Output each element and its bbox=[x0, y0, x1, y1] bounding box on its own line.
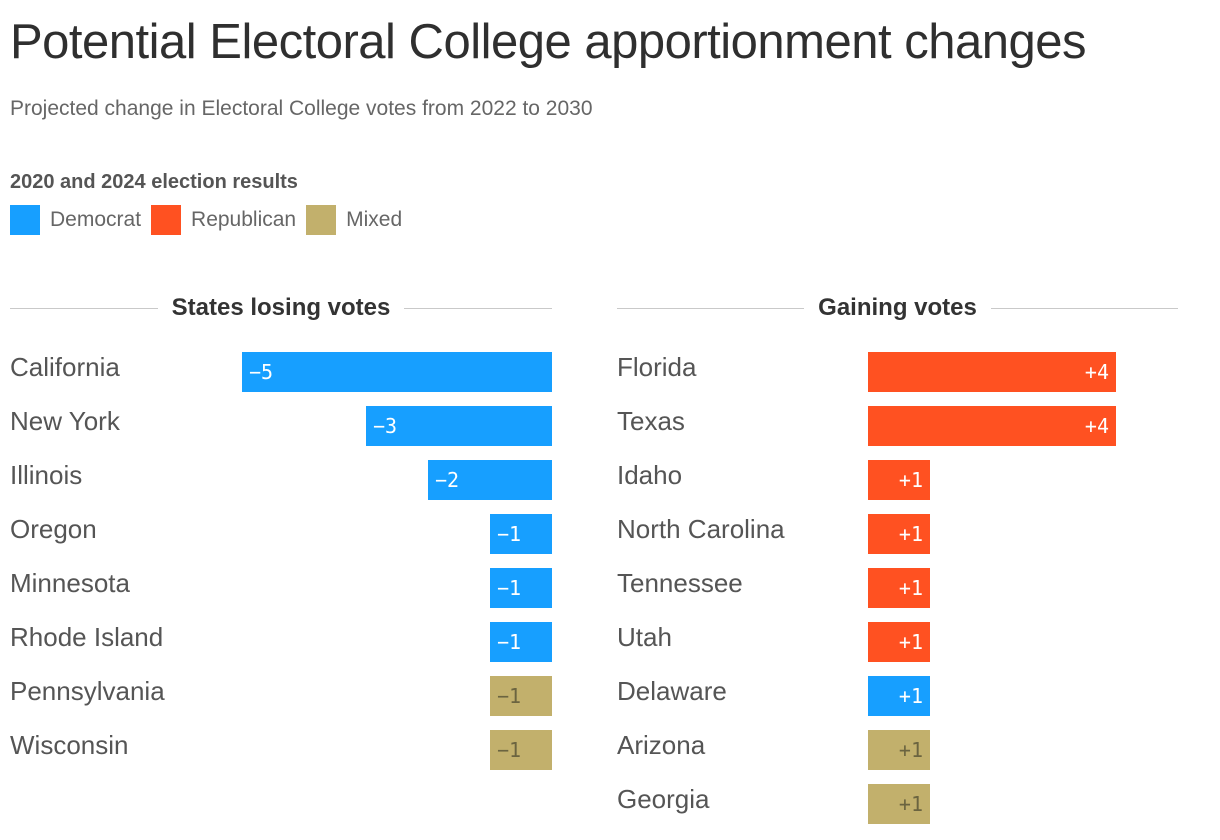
bar-row: Oregon −1 bbox=[10, 504, 552, 558]
bar-row: Florida +4 bbox=[617, 342, 1178, 396]
bar: −1 bbox=[490, 622, 552, 662]
bar: +1 bbox=[868, 676, 930, 716]
legend-swatch-republican bbox=[151, 205, 182, 235]
legend-item-republican: Republican bbox=[151, 205, 296, 235]
bar: +1 bbox=[868, 784, 930, 824]
bar-value-label: +1 bbox=[898, 468, 923, 492]
bar: +1 bbox=[868, 514, 930, 554]
state-label: California bbox=[10, 352, 120, 382]
legend-swatch-democrat bbox=[10, 205, 40, 235]
bar-value-label: +1 bbox=[898, 576, 923, 600]
bar-row: Rhode Island −1 bbox=[10, 612, 552, 666]
bar-value-label: −1 bbox=[497, 684, 522, 708]
chart-subtitle: Projected change in Electoral College vo… bbox=[10, 97, 593, 120]
state-label: Minnesota bbox=[10, 568, 130, 598]
state-label: Oregon bbox=[10, 514, 97, 544]
bar-row: California −5 bbox=[10, 342, 552, 396]
bar-row: Arizona +1 bbox=[617, 720, 1178, 774]
bar: −1 bbox=[490, 676, 552, 716]
bar: +4 bbox=[868, 352, 1116, 392]
bar-value-label: −1 bbox=[497, 738, 522, 762]
bar-value-label: −1 bbox=[497, 576, 522, 600]
bar-value-label: +1 bbox=[898, 684, 923, 708]
legend-swatch-mixed bbox=[306, 205, 337, 235]
state-label: Delaware bbox=[617, 676, 727, 706]
bar: +1 bbox=[868, 730, 930, 770]
bar-value-label: −3 bbox=[373, 414, 398, 438]
bar-row: Pennsylvania −1 bbox=[10, 666, 552, 720]
bar-row: New York −3 bbox=[10, 396, 552, 450]
bar-row: Illinois −2 bbox=[10, 450, 552, 504]
gaining-panel-title: Gaining votes bbox=[818, 294, 977, 321]
bar-value-label: −1 bbox=[497, 630, 522, 654]
bar: +1 bbox=[868, 622, 930, 662]
bar-row: Wisconsin −1 bbox=[10, 720, 552, 774]
legend-label-mixed: Mixed bbox=[346, 208, 403, 231]
legend: Democrat Republican Mixed bbox=[10, 205, 412, 235]
state-label: Illinois bbox=[10, 460, 83, 490]
bar-row: Delaware +1 bbox=[617, 666, 1178, 720]
bar: +4 bbox=[868, 406, 1116, 446]
legend-item-mixed: Mixed bbox=[306, 205, 402, 235]
bar-row: Georgia +1 bbox=[617, 774, 1178, 828]
state-label: North Carolina bbox=[617, 514, 785, 544]
bar: −1 bbox=[490, 730, 552, 770]
state-label: Florida bbox=[617, 352, 697, 382]
bar-row: Utah +1 bbox=[617, 612, 1178, 666]
chart-title: Potential Electoral College apportionmen… bbox=[10, 15, 1086, 69]
state-label: Arizona bbox=[617, 730, 706, 760]
bar-value-label: +1 bbox=[898, 630, 923, 654]
heading-rule-right bbox=[404, 307, 553, 309]
bar: −1 bbox=[490, 568, 552, 608]
state-label: Texas bbox=[617, 406, 685, 436]
legend-item-democrat: Democrat bbox=[10, 205, 141, 235]
gaining-panel-heading: Gaining votes bbox=[617, 290, 1179, 326]
bar-value-label: +1 bbox=[898, 792, 923, 816]
bar-value-label: +4 bbox=[1084, 360, 1109, 384]
bar: −3 bbox=[366, 406, 552, 446]
bar-row: Idaho +1 bbox=[617, 450, 1178, 504]
state-label: Idaho bbox=[617, 460, 683, 490]
bar: −1 bbox=[490, 514, 552, 554]
state-label: Georgia bbox=[617, 784, 710, 814]
bar: −2 bbox=[428, 460, 552, 500]
state-label: Rhode Island bbox=[10, 622, 164, 652]
bar-row: Minnesota −1 bbox=[10, 558, 552, 612]
state-label: Wisconsin bbox=[10, 730, 129, 760]
bar: −5 bbox=[242, 352, 552, 392]
bar-value-label: −5 bbox=[249, 360, 274, 384]
bar: +1 bbox=[868, 460, 930, 500]
heading-rule-right bbox=[990, 307, 1179, 309]
state-label: New York bbox=[10, 406, 120, 436]
bar-value-label: +4 bbox=[1084, 414, 1109, 438]
legend-title: 2020 and 2024 election results bbox=[10, 171, 298, 193]
legend-label-republican: Republican bbox=[191, 208, 297, 231]
state-label: Pennsylvania bbox=[10, 676, 165, 706]
bar-row: Tennessee +1 bbox=[617, 558, 1178, 612]
legend-label-democrat: Democrat bbox=[50, 208, 142, 231]
losing-panel-heading: States losing votes bbox=[10, 290, 553, 326]
bar-value-label: +1 bbox=[898, 522, 923, 546]
state-label: Utah bbox=[617, 622, 672, 652]
state-label: Tennessee bbox=[617, 568, 743, 598]
heading-rule-left bbox=[10, 307, 158, 309]
bar-value-label: −1 bbox=[497, 522, 522, 546]
bar: +1 bbox=[868, 568, 930, 608]
heading-rule-left bbox=[617, 307, 805, 309]
bar-row: Texas +4 bbox=[617, 396, 1178, 450]
bar-row: North Carolina +1 bbox=[617, 504, 1178, 558]
losing-panel-title: States losing votes bbox=[171, 294, 391, 321]
bar-value-label: −2 bbox=[435, 468, 460, 492]
bar-value-label: +1 bbox=[898, 738, 923, 762]
